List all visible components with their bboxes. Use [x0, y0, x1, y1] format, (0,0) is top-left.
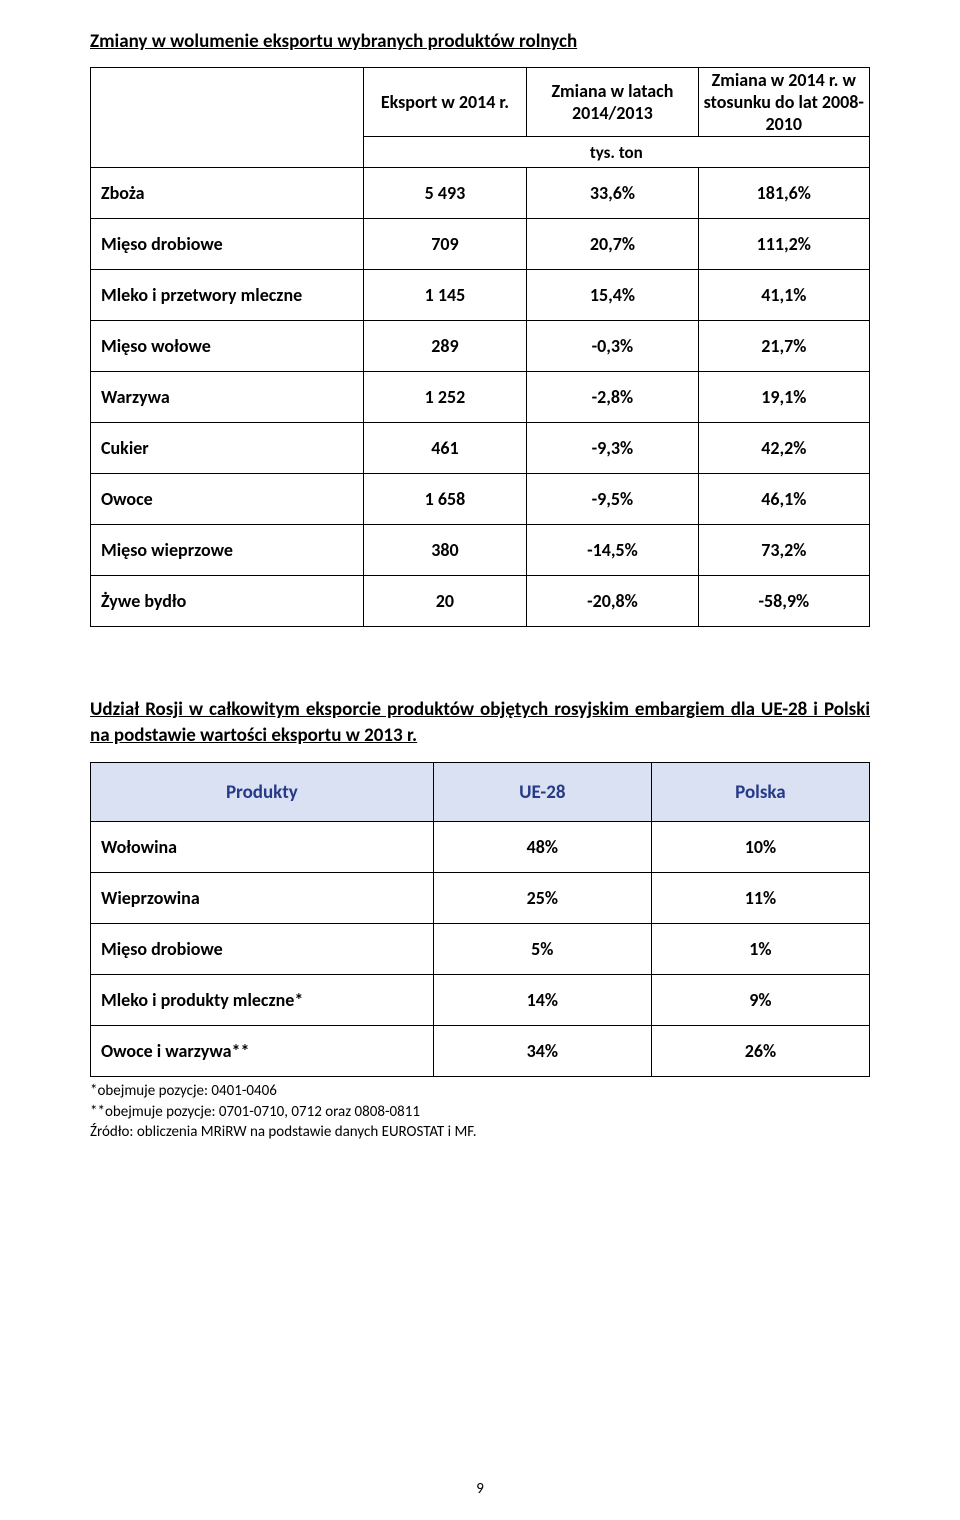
row-value: 111,2%	[698, 219, 869, 270]
export-volume-table: Eksport w 2014 r. Zmiana w latach 2014/2…	[90, 67, 870, 627]
footnote-line: **obejmuje pozycje: 0701-0710, 0712 oraz…	[90, 1102, 870, 1122]
row-label: Wieprzowina	[91, 873, 434, 924]
table-row: Wieprzowina 25% 11%	[91, 873, 870, 924]
table-row: Warzywa 1 252 -2,8% 19,1%	[91, 372, 870, 423]
row-value: 10%	[651, 822, 869, 873]
row-label: Owoce	[91, 474, 364, 525]
russia-share-table: Produkty UE-28 Polska Wołowina 48% 10% W…	[90, 762, 870, 1077]
table-row: Mięso drobiowe 709 20,7% 111,2%	[91, 219, 870, 270]
row-label: Mięso wieprzowe	[91, 525, 364, 576]
row-value: 20	[363, 576, 527, 627]
row-value: 48%	[433, 822, 651, 873]
row-value: 1 145	[363, 270, 527, 321]
row-label: Żywe bydło	[91, 576, 364, 627]
row-label: Owoce i warzywa**	[91, 1026, 434, 1077]
row-value: 11%	[651, 873, 869, 924]
row-value: 25%	[433, 873, 651, 924]
row-value: 709	[363, 219, 527, 270]
row-value: -14,5%	[527, 525, 698, 576]
row-value: -9,3%	[527, 423, 698, 474]
row-value: -20,8%	[527, 576, 698, 627]
table-row: Wołowina 48% 10%	[91, 822, 870, 873]
table-header-row: Produkty UE-28 Polska	[91, 763, 870, 822]
row-label: Cukier	[91, 423, 364, 474]
row-value: 289	[363, 321, 527, 372]
row-value: 5%	[433, 924, 651, 975]
table-header: Produkty	[91, 763, 434, 822]
table-header: Eksport w 2014 r.	[363, 68, 527, 137]
row-value: 33,6%	[527, 168, 698, 219]
row-value: 1%	[651, 924, 869, 975]
row-value: 42,2%	[698, 423, 869, 474]
row-value: 1 658	[363, 474, 527, 525]
row-value: -0,3%	[527, 321, 698, 372]
table-row: Cukier 461 -9,3% 42,2%	[91, 423, 870, 474]
row-value: 46,1%	[698, 474, 869, 525]
row-label: Warzywa	[91, 372, 364, 423]
footnote-line: *obejmuje pozycje: 0401-0406	[90, 1081, 870, 1101]
table-unit: tys. ton	[363, 137, 869, 168]
footnotes: *obejmuje pozycje: 0401-0406 **obejmuje …	[90, 1081, 870, 1142]
section-title-2: Udział Rosji w całkowitym eksporcie prod…	[90, 697, 870, 748]
table-row: Mięso wołowe 289 -0,3% 21,7%	[91, 321, 870, 372]
row-value: 15,4%	[527, 270, 698, 321]
table-row: Mleko i produkty mleczne* 14% 9%	[91, 975, 870, 1026]
table-header: Polska	[651, 763, 869, 822]
section-title-1: Zmiany w wolumenie eksportu wybranych pr…	[90, 30, 870, 53]
row-value: 19,1%	[698, 372, 869, 423]
row-value: 73,2%	[698, 525, 869, 576]
footnote-line: Źródło: obliczenia MRiRW na podstawie da…	[90, 1122, 870, 1142]
table-row: Owoce 1 658 -9,5% 46,1%	[91, 474, 870, 525]
row-value: 9%	[651, 975, 869, 1026]
table-header: Zmiana w 2014 r. w stosunku do lat 2008-…	[698, 68, 869, 137]
row-value: 380	[363, 525, 527, 576]
row-value: 41,1%	[698, 270, 869, 321]
row-value: -9,5%	[527, 474, 698, 525]
table-row: Mięso wieprzowe 380 -14,5% 73,2%	[91, 525, 870, 576]
row-value: -2,8%	[527, 372, 698, 423]
table-header: Zmiana w latach 2014/2013	[527, 68, 698, 137]
table-row: Mleko i przetwory mleczne 1 145 15,4% 41…	[91, 270, 870, 321]
row-label: Wołowina	[91, 822, 434, 873]
row-value: 14%	[433, 975, 651, 1026]
row-value: 181,6%	[698, 168, 869, 219]
row-value: 461	[363, 423, 527, 474]
row-value: 5 493	[363, 168, 527, 219]
table-row: Owoce i warzywa** 34% 26%	[91, 1026, 870, 1077]
row-label: Mięso wołowe	[91, 321, 364, 372]
row-label: Mięso drobiowe	[91, 219, 364, 270]
table-row: Mięso drobiowe 5% 1%	[91, 924, 870, 975]
table-header-row: Eksport w 2014 r. Zmiana w latach 2014/2…	[91, 68, 870, 137]
document-page: Zmiany w wolumenie eksportu wybranych pr…	[0, 0, 960, 1520]
row-value: -58,9%	[698, 576, 869, 627]
table-header: UE-28	[433, 763, 651, 822]
row-value: 34%	[433, 1026, 651, 1077]
row-label: Mleko i przetwory mleczne	[91, 270, 364, 321]
row-value: 26%	[651, 1026, 869, 1077]
table-row: Zboża 5 493 33,6% 181,6%	[91, 168, 870, 219]
page-number: 9	[0, 1480, 960, 1498]
row-value: 1 252	[363, 372, 527, 423]
table-header-empty	[91, 68, 364, 168]
table-row: Żywe bydło 20 -20,8% -58,9%	[91, 576, 870, 627]
row-label: Mleko i produkty mleczne*	[91, 975, 434, 1026]
row-label: Mięso drobiowe	[91, 924, 434, 975]
row-value: 21,7%	[698, 321, 869, 372]
row-label: Zboża	[91, 168, 364, 219]
row-value: 20,7%	[527, 219, 698, 270]
